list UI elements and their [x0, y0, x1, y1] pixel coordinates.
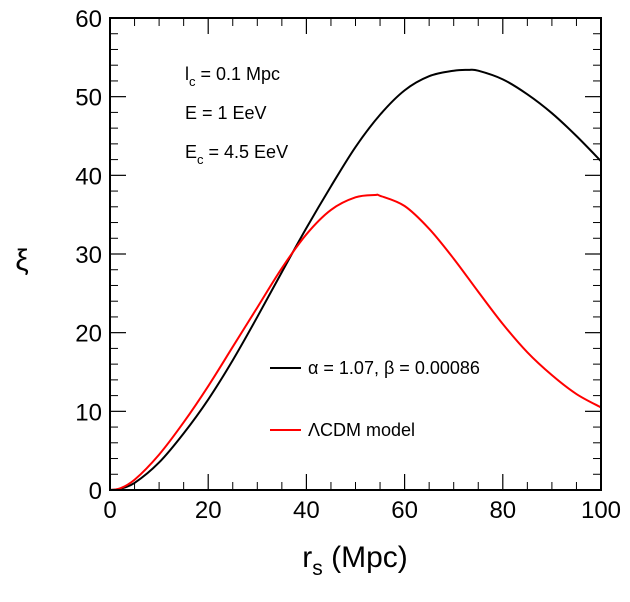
x-tick-labels: 0 20 40 60 80 100: [103, 497, 621, 524]
minor-ticks: [110, 18, 601, 490]
x-tick-label: 20: [195, 497, 222, 524]
x-tick-label: 80: [489, 497, 516, 524]
series-line-2: [110, 193, 601, 490]
annotation-1: lc = 0.1 Mpc: [185, 64, 280, 89]
annotation-3: Ec = 4.5 EeV: [185, 142, 288, 167]
legend: α = 1.07, β = 0.00086 ΛCDM model: [270, 358, 480, 440]
plot-frame: [109, 17, 602, 491]
legend-label-1: α = 1.07, β = 0.00086: [308, 358, 480, 378]
y-tick-label: 20: [75, 321, 102, 348]
y-axis-title: ξ: [15, 244, 28, 277]
annotation-2: E = 1 EeV: [185, 103, 267, 123]
series-line-1: [110, 68, 601, 490]
y-tick-labels: 0 10 20 30 40 50 60: [75, 6, 102, 505]
y-tick-label: 40: [75, 163, 102, 190]
y-tick-label: 10: [75, 399, 102, 426]
series-layer: [110, 68, 601, 490]
y-tick-label: 60: [75, 6, 102, 33]
x-tick-label: 100: [581, 497, 621, 524]
x-tick-label: 60: [391, 497, 418, 524]
x-tick-label: 0: [103, 497, 116, 524]
annotation-layer: lc = 0.1 Mpc E = 1 EeV Ec = 4.5 EeV: [185, 64, 288, 167]
x-tick-label: 40: [293, 497, 320, 524]
y-tick-label: 0: [89, 478, 102, 505]
legend-label-2: ΛCDM model: [308, 420, 415, 440]
x-axis-title: rs (Mpc): [302, 541, 408, 580]
y-tick-label: 50: [75, 85, 102, 112]
y-tick-label: 30: [75, 242, 102, 269]
